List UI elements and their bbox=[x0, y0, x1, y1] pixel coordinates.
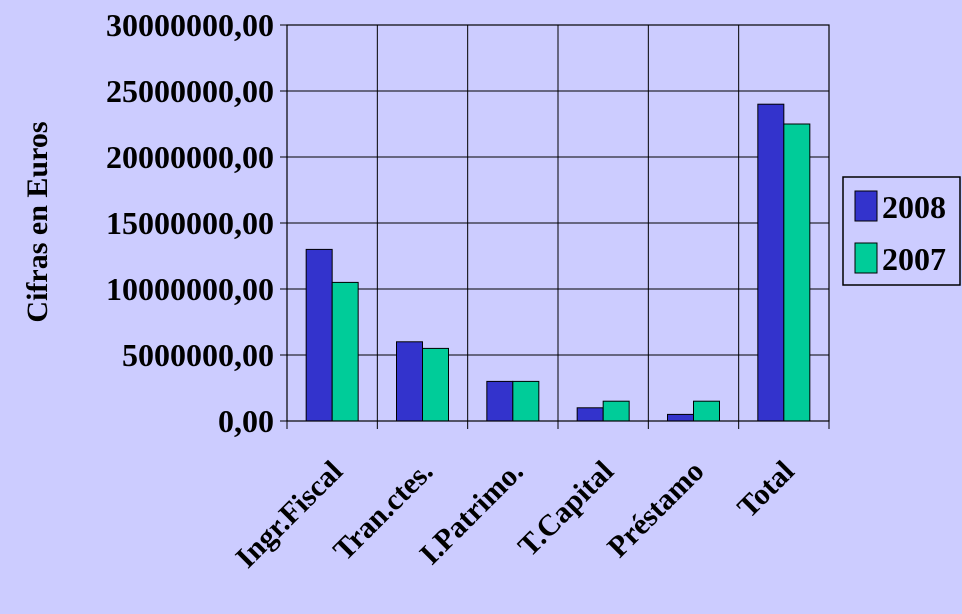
legend-swatch-2008 bbox=[854, 190, 878, 222]
y-tick-label: 25000000,00 bbox=[106, 73, 274, 109]
bar-2007-4 bbox=[693, 400, 720, 422]
y-axis-title: Cifras en Euros bbox=[21, 121, 54, 322]
legend-label-2008: 2008 bbox=[882, 189, 946, 225]
axes bbox=[280, 24, 830, 429]
plot-border bbox=[286, 24, 830, 422]
bar-2008-5 bbox=[757, 103, 785, 422]
y-tick-label: 10000000,00 bbox=[106, 271, 274, 307]
legend: 2008 2007 bbox=[842, 176, 961, 286]
legend-swatch-2007 bbox=[854, 242, 878, 274]
y-tick-labels: 0,00 5000000,00 10000000,00 15000000,00 2000… bbox=[106, 7, 274, 439]
bar-2008-3 bbox=[576, 407, 604, 422]
bar-2008-2 bbox=[486, 380, 514, 422]
bar-2007-5 bbox=[783, 123, 811, 422]
y-tick-label: 30000000,00 bbox=[106, 7, 274, 43]
bar-2007-2 bbox=[512, 380, 540, 422]
bars bbox=[305, 103, 811, 422]
bar-2007-0 bbox=[331, 281, 359, 422]
legend-label-2007: 2007 bbox=[882, 241, 946, 277]
bar-2008-0 bbox=[305, 248, 333, 422]
bar-2008-1 bbox=[396, 341, 423, 422]
y-tick-label: 20000000,00 bbox=[106, 139, 274, 175]
bar-2008-4 bbox=[667, 413, 694, 422]
bar-2007-3 bbox=[602, 400, 630, 422]
y-tick-label: 15000000,00 bbox=[106, 205, 274, 241]
bar-2007-1 bbox=[422, 347, 449, 422]
y-tick-label: 0,00 bbox=[218, 403, 274, 439]
y-tick-label: 5000000,00 bbox=[122, 337, 274, 373]
